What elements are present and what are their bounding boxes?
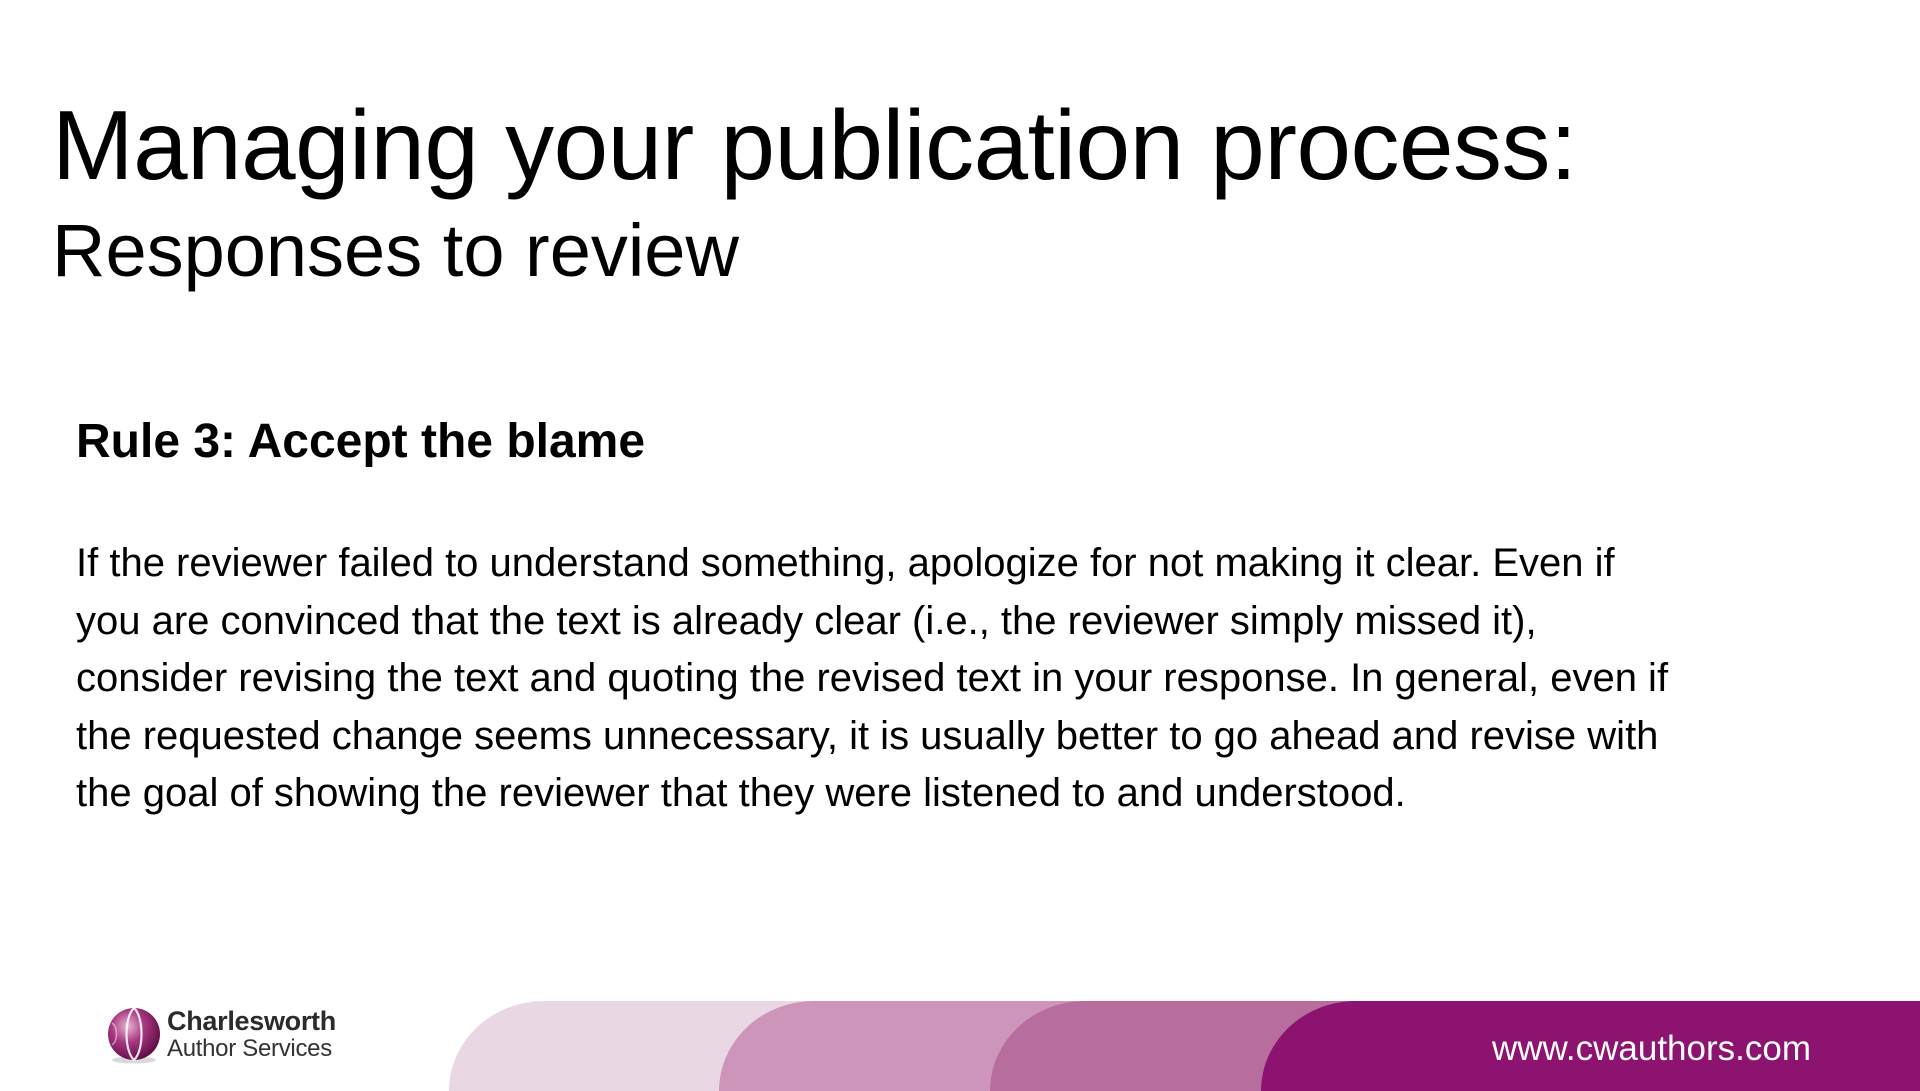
body-line: If the reviewer failed to understand som… bbox=[76, 541, 1615, 585]
body-line: the goal of showing the reviewer that th… bbox=[76, 771, 1406, 815]
body-line: the requested change seems unnecessary, … bbox=[76, 713, 1659, 758]
logo-name: Charlesworth bbox=[167, 1006, 336, 1036]
logo-tagline: Author Services bbox=[167, 1035, 332, 1062]
website-link[interactable]: www.cwauthors.com bbox=[1492, 1029, 1811, 1068]
charlesworth-sphere-logo-icon bbox=[108, 1007, 160, 1064]
rule-heading: Rule 3: Accept the blame bbox=[76, 415, 646, 468]
slide-title: Managing your publication process: bbox=[52, 90, 1577, 200]
slide-subtitle: Responses to review bbox=[52, 209, 739, 292]
rule-body-text: If the reviewer failed to understand som… bbox=[76, 535, 1866, 823]
body-line: consider revising the text and quoting t… bbox=[76, 656, 1669, 700]
body-line: you are convinced that the text is alrea… bbox=[76, 598, 1537, 643]
charlesworth-logo: Charlesworth Author Services bbox=[104, 1003, 344, 1067]
